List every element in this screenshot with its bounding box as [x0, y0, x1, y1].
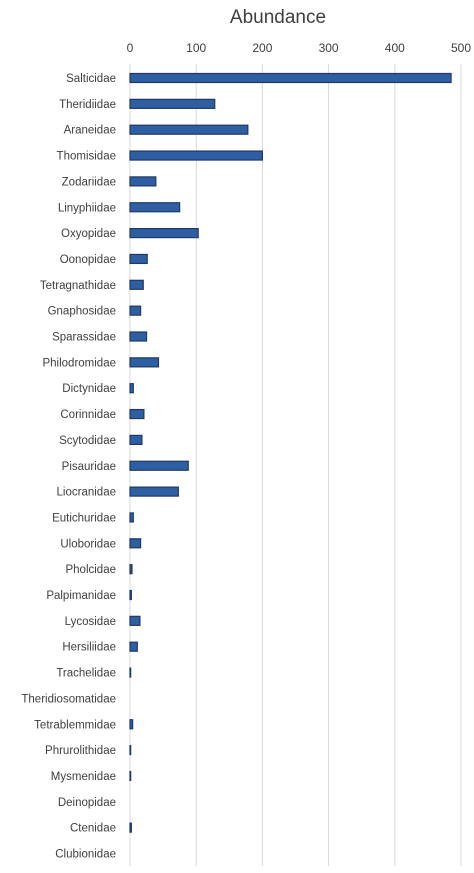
x-tick-label: 0: [127, 41, 134, 55]
category-label: Philodromidae: [42, 357, 116, 369]
category-label: Salticidae: [66, 73, 116, 85]
bar-mysmenidae: [129, 770, 132, 782]
bar-scytodidae: [129, 434, 143, 445]
category-label: Mysmenidae: [51, 771, 116, 783]
category-label: Eutichuridae: [52, 512, 116, 524]
x-tick-label: 200: [252, 41, 272, 55]
category-label: Uloboridae: [60, 538, 116, 550]
bar-liocranidae: [129, 486, 179, 497]
gridlines: [129, 64, 462, 866]
category-label: Trachelidae: [56, 668, 116, 680]
category-label: Palpimanidae: [46, 590, 116, 602]
category-label: Zodariidae: [62, 176, 116, 188]
bar-salticidae: [129, 72, 452, 84]
category-label: Hersiliidae: [62, 642, 116, 654]
bar-oonopidae: [129, 253, 148, 265]
bar-corinnidae: [129, 408, 145, 420]
category-label: Oxyopidae: [61, 228, 116, 240]
category-label: Clubionidae: [55, 849, 116, 861]
x-axis-ticks: 0 100 200 300 400 500: [127, 41, 472, 55]
category-label: Araneidae: [64, 125, 116, 137]
category-label: Linyphiidae: [58, 202, 116, 214]
bar-palpimanidae: [129, 589, 132, 601]
bar-sparassidae: [129, 331, 148, 342]
x-tick-label: 500: [451, 41, 471, 55]
bar-araneidae: [129, 124, 249, 135]
category-label: Theridiidae: [59, 99, 116, 111]
bar-ctenidae: [129, 822, 132, 833]
category-labels: Salticidae Theridiidae Araneidae Thomisidae…: [21, 73, 116, 861]
bar-lycosidae: [129, 615, 141, 626]
bar-pholcidae: [129, 564, 133, 575]
category-label: Tetragnathidae: [40, 280, 116, 292]
x-tick-label: 100: [186, 41, 206, 55]
bar-zodariidae: [129, 176, 157, 187]
bar-philodromidae: [129, 357, 160, 368]
category-label: Tetrablemmidae: [34, 719, 116, 731]
bar-oxyopidae: [129, 228, 199, 239]
bar-linyphiidae: [129, 202, 181, 213]
bar-thomisidae: [129, 150, 263, 161]
bar-pisauridae: [129, 460, 189, 471]
bar-phrurolithidae: [129, 744, 132, 756]
category-label: Liocranidae: [57, 487, 116, 499]
bars: [129, 72, 452, 833]
bar-eutichuridae: [129, 512, 134, 523]
bar-trachelidae: [129, 667, 132, 678]
bar-gnaphosidae: [129, 305, 142, 316]
category-label: Pholcidae: [65, 564, 116, 576]
bar-tetragnathidae: [129, 279, 144, 290]
category-label: Scytodidae: [59, 435, 116, 447]
bar-hersiliidae: [129, 641, 138, 652]
category-label: Sparassidae: [52, 332, 116, 344]
category-label: Theridiosomatidae: [21, 693, 116, 705]
category-label: Corinnidae: [60, 409, 116, 421]
bar-tetrablemmidae: [129, 719, 134, 730]
category-label: Oonopidae: [60, 254, 116, 266]
bar-dictynidae: [129, 383, 134, 394]
x-tick-label: 300: [319, 41, 339, 55]
category-label: Pisauridae: [62, 461, 116, 473]
x-tick-label: 400: [385, 41, 405, 55]
category-label: Deinopidae: [58, 797, 116, 809]
bar-uloboridae: [129, 538, 142, 549]
category-label: Dictynidae: [62, 383, 116, 395]
bar-theridiidae: [129, 98, 216, 109]
category-label: Lycosidae: [65, 616, 116, 628]
category-label: Gnaphosidae: [48, 306, 116, 318]
category-label: Ctenidae: [70, 823, 116, 835]
chart-title: Abundance: [230, 7, 326, 28]
category-label: Thomisidae: [57, 151, 116, 163]
category-label: Phrurolithidae: [45, 745, 116, 757]
